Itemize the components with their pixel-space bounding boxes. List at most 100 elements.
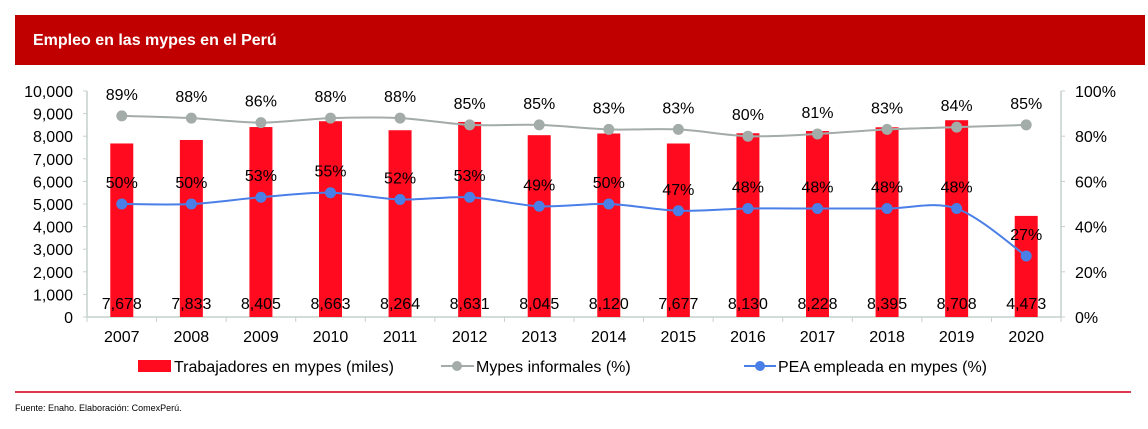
bar-value-label: 8,631 [450, 296, 490, 313]
informal-point [951, 121, 963, 133]
pea-value-label: 50% [106, 175, 138, 192]
bar [458, 121, 482, 318]
informal-value-label: 83% [871, 100, 903, 117]
x-axis-tick-label: 2015 [661, 329, 697, 346]
informal-value-label: 83% [662, 100, 694, 117]
left-axis-tick-label: 2,000 [33, 265, 73, 282]
pea-point [255, 191, 267, 203]
informal-point [742, 130, 754, 142]
pea-point [1020, 250, 1032, 262]
legend-label-informal: Mypes informales (%) [476, 359, 631, 376]
x-axis-tick-label: 2008 [174, 329, 210, 346]
informal-value-label: 85% [523, 96, 555, 113]
bar [1014, 215, 1038, 317]
right-axis-tick-label: 0% [1075, 310, 1098, 327]
pea-value-label: 47% [662, 182, 694, 199]
pea-point [603, 198, 615, 210]
informal-point [394, 112, 406, 124]
pea-value-label: 48% [801, 180, 833, 197]
right-axis-tick-label: 80% [1075, 129, 1107, 146]
informal-value-label: 84% [941, 98, 973, 115]
x-axis-tick-label: 2012 [452, 329, 488, 346]
informal-value-label: 89% [106, 87, 138, 104]
bar-value-label: 8,405 [241, 296, 281, 313]
source-note: Fuente: Enaho. Elaboración: ComexPerú. [15, 403, 182, 413]
bar [666, 143, 690, 317]
informal-value-label: 81% [801, 105, 833, 122]
pea-point [672, 205, 684, 217]
legend: Trabajadores en mypes (miles) Mypes infor… [138, 359, 987, 376]
informal-point [672, 123, 684, 135]
x-axis-tick-label: 2013 [521, 329, 557, 346]
pea-value-label: 50% [175, 175, 207, 192]
pea-value-label: 55% [314, 164, 346, 181]
bar-series [110, 120, 1038, 318]
informal-value-label: 83% [593, 100, 625, 117]
x-axis-tick-label: 2017 [800, 329, 836, 346]
informal-value-label: 88% [175, 89, 207, 106]
informal-point [185, 112, 197, 124]
informal-point [533, 119, 545, 131]
informal-point [325, 112, 336, 124]
bar [319, 121, 342, 317]
bar-value-label: 7,833 [171, 296, 211, 313]
pea-point [116, 198, 128, 210]
x-axis-tick-label: 2010 [313, 329, 349, 346]
bar-value-label: 7,677 [658, 296, 698, 313]
left-axis-tick-label: 3,000 [33, 242, 73, 259]
x-axis-tick-label: 2007 [104, 329, 140, 346]
left-axis-tick-label: 7,000 [33, 152, 73, 169]
footer-divider [15, 391, 1131, 393]
left-axis-tick-label: 6,000 [33, 174, 73, 191]
chart-title: Empleo en las mypes en el Perú [33, 32, 277, 49]
right-axis-tick-label: 60% [1075, 174, 1107, 191]
informal-value-label: 88% [314, 89, 346, 106]
right-axis-tick-label: 100% [1075, 84, 1116, 101]
bar-value-label: 8,130 [728, 296, 768, 313]
right-axis-tick-label: 40% [1075, 220, 1107, 237]
informal-value-label: 88% [384, 89, 416, 106]
left-axis-tick-label: 8,000 [33, 129, 73, 146]
x-axis-tick-label: 2020 [1008, 329, 1044, 346]
legend-marker-informal [452, 361, 462, 371]
pea-point [394, 193, 406, 205]
x-axis-tick-label: 2014 [591, 329, 627, 346]
left-axis-tick-label: 5,000 [33, 197, 73, 214]
bar [945, 120, 969, 317]
pea-point [533, 200, 545, 212]
bar-value-label: 8,120 [589, 296, 629, 313]
left-axis-tick-label: 0 [64, 310, 73, 327]
informal-point [116, 110, 128, 122]
informal-value-label: 86% [245, 94, 277, 111]
left-axis-tick-label: 9,000 [33, 107, 73, 124]
bar [736, 133, 760, 317]
x-axis-tick-label: 2009 [243, 329, 279, 346]
bar [597, 133, 621, 317]
left-axis-tick-label: 4,000 [33, 220, 73, 237]
pea-value-label: 50% [593, 175, 625, 192]
bar-value-label: 8,228 [797, 296, 837, 313]
bar-value-label: 8,708 [937, 296, 977, 313]
bar [179, 139, 203, 317]
x-axis-tick-label: 2011 [383, 329, 418, 346]
informal-point [255, 117, 267, 129]
bar [110, 143, 134, 317]
x-axis-tick-label: 2019 [939, 329, 975, 346]
informal-line [121, 114, 1027, 138]
bar [249, 127, 273, 317]
pea-point [951, 203, 963, 215]
informal-point [464, 119, 476, 131]
informal-value-label: 85% [1010, 96, 1042, 113]
bar-value-label: 8,264 [380, 296, 420, 313]
informal-point [603, 123, 615, 135]
informal-value-label: 80% [732, 107, 764, 124]
x-axis-tick-label: 2016 [730, 329, 766, 346]
bar-value-label: 8,045 [519, 296, 559, 313]
chart-header: Empleo en las mypes en el Perú [15, 15, 1145, 65]
informal-point [812, 128, 823, 140]
legend-marker-pea [755, 361, 765, 371]
bar [527, 135, 551, 317]
pea-point [812, 203, 823, 215]
pea-value-label: 48% [941, 180, 973, 197]
